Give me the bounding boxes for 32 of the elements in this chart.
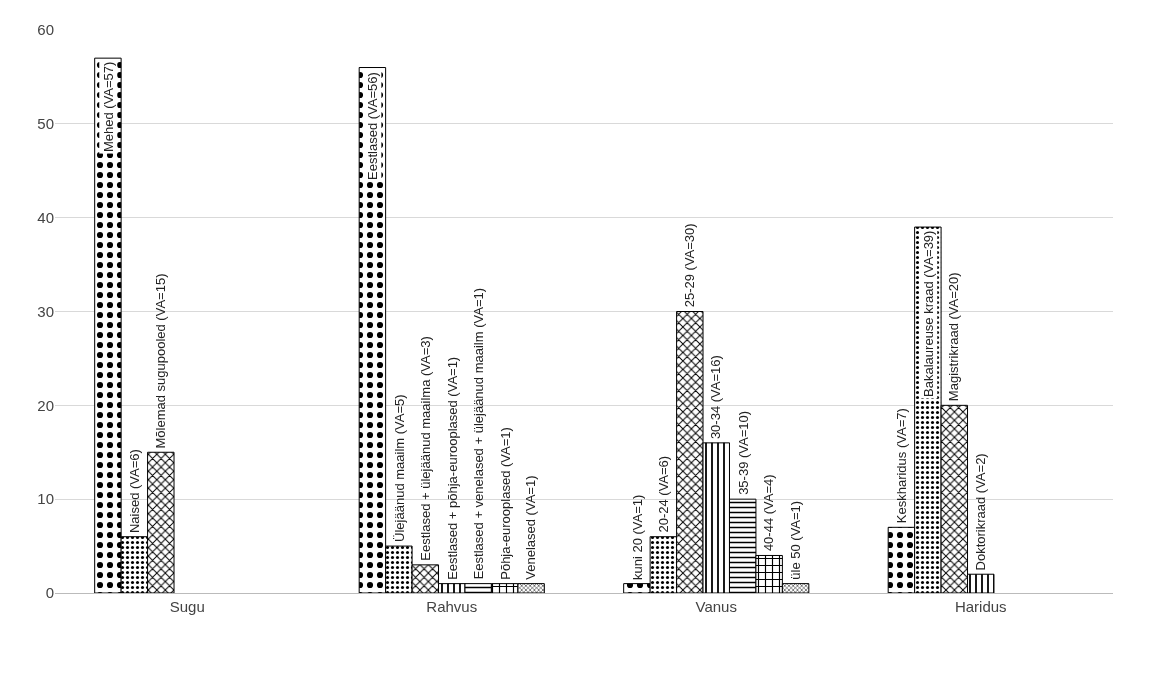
- data-label: Doktorikraad (VA=2): [973, 453, 989, 571]
- data-label: Põhja-eurooplased (VA=1): [497, 427, 513, 580]
- data-label: Ülejäänud maailm (VA=5): [391, 394, 407, 542]
- data-label: Keskharidus (VA=7): [893, 408, 909, 524]
- data-label: Naised (VA=6): [126, 449, 142, 534]
- data-label: Venelased (VA=1): [523, 475, 539, 580]
- data-label: Mehed (VA=57): [100, 61, 116, 153]
- data-label: Magistrikraad (VA=20): [946, 272, 962, 402]
- x-tick-label: Sugu: [169, 598, 205, 615]
- y-tick-label: 10: [37, 490, 54, 508]
- data-label: üle 50 (VA=1): [788, 500, 804, 580]
- y-tick-label: 40: [37, 208, 54, 226]
- data-label: Eestlased (VA=56): [364, 72, 380, 180]
- data-label: 25-29 (VA=30): [682, 223, 698, 308]
- x-tick-label: Haridus: [954, 598, 1007, 615]
- y-tick-label: 20: [37, 396, 54, 414]
- data-label: 20-24 (VA=6): [656, 455, 672, 533]
- y-tick-label: 60: [37, 21, 54, 39]
- x-tick-label: Vanus: [695, 598, 737, 615]
- data-label: Mõlemad sugupooled (VA=15): [153, 273, 169, 449]
- data-label: 40-44 (VA=4): [761, 474, 777, 552]
- y-tick-label: 50: [37, 115, 54, 133]
- data-label: Bakalaureuse kraad (VA=39): [920, 230, 936, 397]
- data-label: kuni 20 (VA=1): [629, 494, 645, 581]
- data-label: Eestlased + ülejäänud maailma (VA=3): [417, 336, 433, 561]
- data-label: 30-34 (VA=16): [708, 355, 724, 440]
- y-tick-label: 0: [45, 584, 54, 602]
- data-label: Eestlased + põhja-eurooplased (VA=1): [444, 356, 460, 580]
- data-label: Eestlased + venelased + ülejäänud maailm (VA=1): [471, 287, 487, 580]
- y-tick-label: 30: [37, 302, 54, 320]
- data-label: 35-39 (VA=10): [735, 410, 751, 495]
- x-tick-label: Rahvus: [426, 598, 478, 615]
